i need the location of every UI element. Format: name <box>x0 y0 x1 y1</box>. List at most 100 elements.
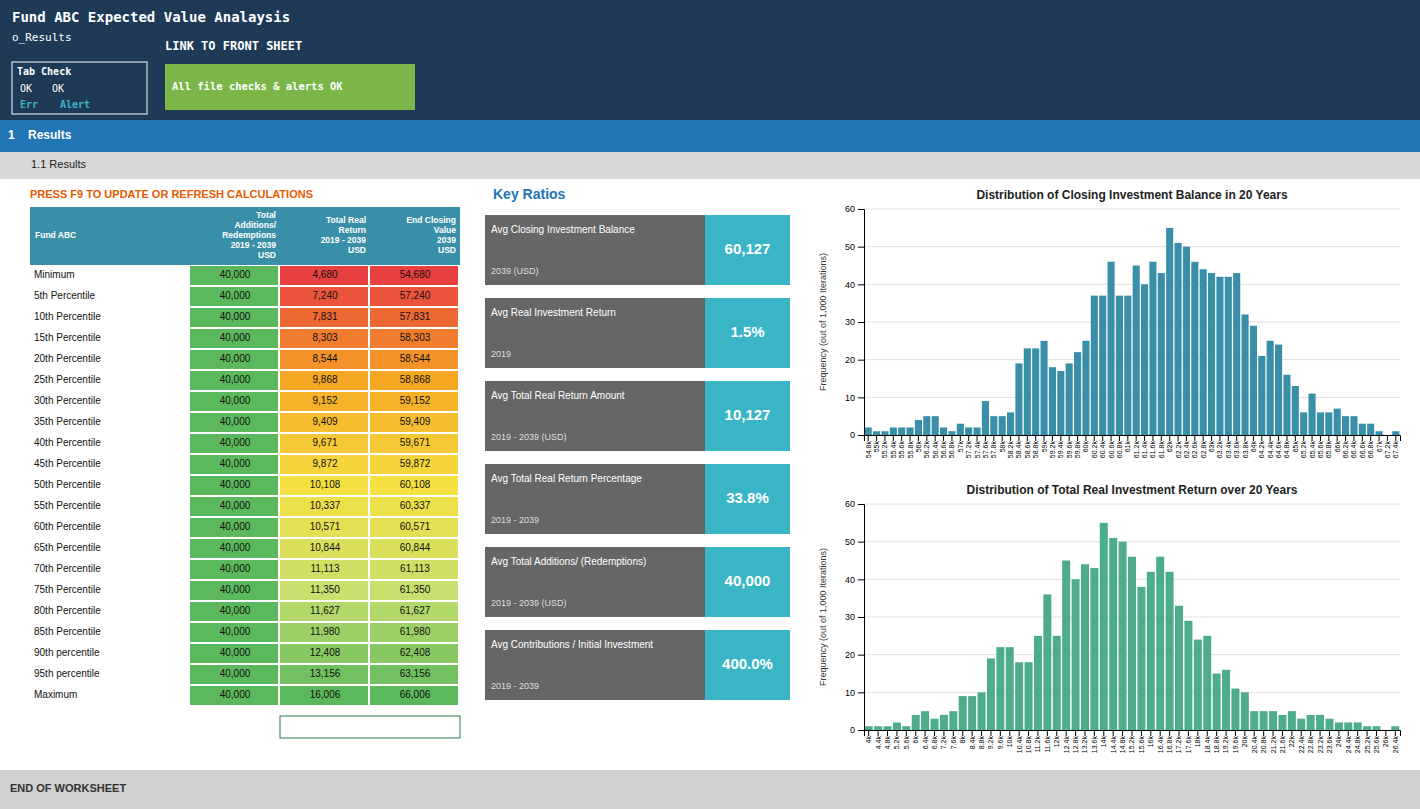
tick-mark <box>1338 730 1339 736</box>
ratio-sublabel: 2019 - 2039 <box>491 515 539 525</box>
tick-label: 55.8k <box>907 441 914 459</box>
tick-mark <box>1353 435 1354 441</box>
bar <box>907 427 914 435</box>
tick-label: 50 <box>845 537 855 547</box>
bar <box>1269 711 1277 730</box>
bar <box>865 726 873 730</box>
cell-value: 40,000 <box>220 332 251 343</box>
bar <box>1307 715 1315 730</box>
cell-value: 40,000 <box>220 689 251 700</box>
additions-cell <box>190 665 278 684</box>
x-tick: 23.2k <box>1317 730 1324 753</box>
tick-label: 4.4k <box>875 736 882 750</box>
ratio-value-box <box>705 215 790 285</box>
tick-label: 7.2k <box>940 736 947 750</box>
tick-label: 66.6k <box>1359 441 1366 459</box>
cell-value: 40,000 <box>220 542 251 553</box>
y-axis: 0102030405060 <box>845 499 865 735</box>
tick-label: 23.6k <box>1326 736 1333 754</box>
subtitle: o_Results <box>12 31 72 44</box>
tick-mark <box>1357 730 1358 736</box>
tick-label: 26k <box>1382 736 1389 748</box>
tick-label: 62.2k <box>1175 441 1182 459</box>
tick-label: 66.4k <box>1350 441 1357 459</box>
title: Fund ABC Expected Value Analaysis <box>12 9 290 25</box>
cell-value: 40,000 <box>220 290 251 301</box>
tick-mark <box>1044 435 1045 441</box>
tick-mark <box>1152 435 1153 441</box>
tick-mark <box>858 542 864 543</box>
ratio-value: 10,127 <box>725 406 771 423</box>
tick-label: 59.6k <box>1066 441 1073 459</box>
x-tick: 66.8k <box>1367 435 1374 458</box>
bar <box>1116 296 1123 435</box>
bar <box>1007 412 1014 435</box>
bar <box>1006 647 1014 730</box>
cell-value: 10,108 <box>310 479 341 490</box>
tick-label: 62k <box>1166 441 1173 453</box>
bar <box>957 424 964 435</box>
tick-mark <box>977 435 978 441</box>
chart-title: Distribution of Closing Investment Balan… <box>976 188 1288 202</box>
ratio-label: Avg Total Real Return Percentage <box>491 473 642 484</box>
tick-mark <box>990 730 991 736</box>
bar <box>996 647 1004 730</box>
cell-value: 57,831 <box>400 311 431 322</box>
tick-mark <box>962 730 963 736</box>
x-tick: 8.8k <box>978 730 985 749</box>
tick-label: 20.8k <box>1260 736 1267 754</box>
ratio-background <box>485 630 790 700</box>
x-tick: 20k <box>1241 730 1248 747</box>
x-tick: 55.2k <box>881 435 888 458</box>
tick-mark <box>1263 730 1264 736</box>
tick-mark <box>1211 435 1212 441</box>
closing-cell <box>370 644 458 663</box>
closing-cell <box>370 266 458 285</box>
axis-line <box>865 436 1401 442</box>
ratio-value-box <box>705 630 790 700</box>
ratio-value: 400.0% <box>722 655 773 672</box>
tick-label: 57k <box>957 441 964 453</box>
x-tick: 55.6k <box>898 435 905 458</box>
x-tick: 14.4k <box>1110 730 1117 753</box>
bar <box>923 416 930 435</box>
cell-value: 59,409 <box>400 416 431 427</box>
x-tick: 63.4k <box>1225 435 1232 458</box>
tick-mark <box>915 730 916 736</box>
tick-mark <box>1186 435 1187 441</box>
closing-cell <box>370 560 458 579</box>
x-tick: 59k <box>1041 435 1048 452</box>
cell-value: 59,872 <box>400 458 431 469</box>
tick-mark <box>1310 730 1311 736</box>
tick-label: 60k <box>1082 441 1089 453</box>
bar <box>1250 711 1258 730</box>
tick-mark <box>935 435 936 441</box>
bar <box>1297 719 1305 730</box>
bar <box>1233 273 1240 435</box>
y-tick: 10 <box>845 393 864 403</box>
row-name: 45th Percentile <box>34 458 101 469</box>
x-tick: 8.4k <box>969 730 976 749</box>
cell-value: 7,240 <box>312 290 337 301</box>
bar <box>1213 674 1221 731</box>
bar <box>931 719 939 730</box>
x-axis: 4k4.4k4.8k5.2k5.6k6k6.4k6.8k7.2k7.6k8k8.… <box>865 730 1401 753</box>
tick-mark <box>1084 730 1085 736</box>
tick-mark <box>1226 730 1227 736</box>
ratio-label: Avg Real Investment Return <box>491 307 616 318</box>
tick-label: 62.4k <box>1183 441 1190 459</box>
tick-label: 60.6k <box>1108 441 1115 459</box>
return-cell <box>280 413 368 432</box>
tick-label: 61k <box>1124 441 1131 453</box>
cell-value: 61,980 <box>400 626 431 637</box>
tick-label: 21.2k <box>1270 736 1277 754</box>
bar <box>999 416 1006 435</box>
bar <box>915 420 922 435</box>
x-tick: 66.6k <box>1359 435 1366 458</box>
tick-mark <box>953 730 954 736</box>
tick-mark <box>1027 435 1028 441</box>
tick-label: 56k <box>915 441 922 453</box>
tick-label: 64.4k <box>1267 441 1274 459</box>
x-tick: 64k <box>1250 435 1257 452</box>
bar <box>902 726 910 730</box>
